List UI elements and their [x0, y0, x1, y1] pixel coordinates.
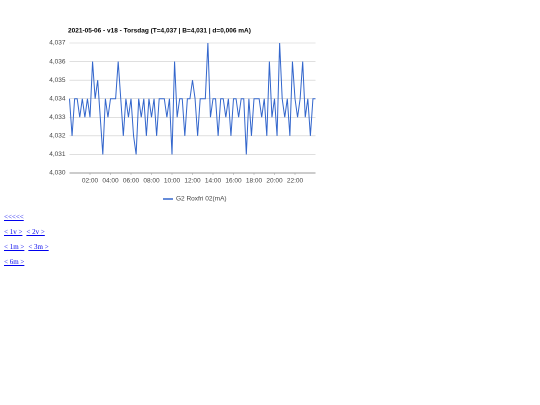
- nav-link[interactable]: < 3m >: [28, 243, 49, 251]
- x-tick-label: 22:00: [287, 178, 304, 185]
- link-row: < 1v > < 2v >: [4, 228, 53, 243]
- y-tick-label: 4,031: [49, 151, 66, 158]
- legend-label: G2 Roxfri 02(mA): [176, 196, 227, 203]
- chart: 2021-05-06 - v18 - Torsdag (T=4,037 | B=…: [49, 28, 316, 203]
- x-tick-label: 14:00: [205, 178, 222, 185]
- link-list: <<<<< < 1v > < 2v > < 1m > < 3m > < 6m >: [4, 213, 53, 273]
- link-row: < 1m > < 3m >: [4, 243, 53, 258]
- y-tick-label: 4,037: [49, 40, 66, 47]
- link-row: < 6m >: [4, 258, 53, 273]
- nav-link[interactable]: < 2v >: [26, 228, 45, 236]
- x-tick-label: 20:00: [266, 178, 283, 185]
- x-tick-label: 02:00: [82, 178, 99, 185]
- y-tick-label: 4,030: [49, 170, 66, 177]
- nav-link[interactable]: < 6m >: [4, 258, 25, 266]
- x-tick-label: 04:00: [102, 178, 119, 185]
- nav-link[interactable]: <<<<<: [4, 213, 24, 221]
- nav-link[interactable]: < 1m >: [4, 243, 25, 251]
- x-tick-label: 10:00: [164, 178, 181, 185]
- x-tick-label: 16:00: [225, 178, 242, 185]
- y-tick-label: 4,034: [49, 95, 66, 102]
- y-tick-label: 4,033: [49, 114, 66, 121]
- link-row: <<<<<: [4, 213, 53, 228]
- nav-link[interactable]: < 1v >: [4, 228, 23, 236]
- x-tick-label: 08:00: [143, 178, 160, 185]
- x-tick-label: 12:00: [184, 178, 201, 185]
- line: [69, 42, 316, 155]
- x-tick-label: 06:00: [123, 178, 140, 185]
- y-tick-label: 4,035: [49, 77, 66, 84]
- y-tick-label: 4,036: [49, 58, 66, 65]
- x-tick-label: 18:00: [246, 178, 263, 185]
- chart-title: 2021-05-06 - v18 - Torsdag (T=4,037 | B=…: [68, 28, 251, 35]
- y-tick-label: 4,032: [49, 133, 66, 140]
